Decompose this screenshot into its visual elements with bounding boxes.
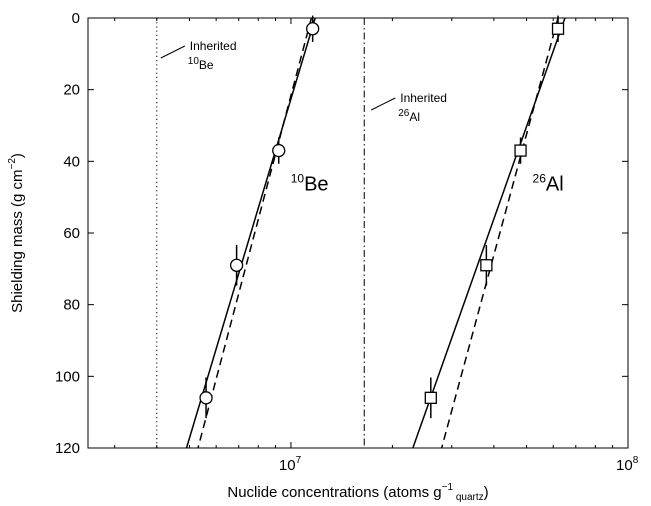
y-tick-label: 100	[55, 368, 80, 385]
al-data-point	[480, 244, 493, 286]
plot-frame	[87, 17, 629, 449]
inherited-be-leader	[160, 45, 186, 59]
be-data-point	[229, 244, 244, 286]
be-data-point	[306, 15, 320, 42]
inherited-be-nuclide: 10Be	[188, 56, 214, 72]
inherited-al-label: Inherited	[400, 91, 447, 105]
be-data-point	[199, 377, 213, 419]
al-data-point	[424, 377, 437, 419]
fit-lines	[185, 17, 566, 449]
y-tick-label: 0	[72, 10, 80, 27]
be-circle-marker	[229, 258, 244, 272]
inherited-lines: Inherited 10Be Inherited 26Al	[156, 18, 447, 448]
x-tick-label: 108	[616, 455, 639, 474]
al-data-point	[551, 15, 565, 42]
be-circle-marker	[272, 143, 286, 158]
plot-area	[87, 17, 629, 449]
x-axis-label: Nuclide concentrations (atoms g−1 quartz…	[227, 482, 488, 503]
al-fit-dashed	[440, 17, 559, 449]
be-fit-solid	[185, 17, 316, 449]
al-fit-solid	[412, 17, 566, 449]
be-data-point	[272, 137, 286, 164]
data-points	[199, 15, 565, 419]
x-axis-ticks: 107 108	[114, 18, 639, 474]
y-tick-label: 40	[63, 153, 80, 170]
y-axis-ticks: 0 20 40 60 80 100 120	[55, 10, 628, 457]
inherited-be-label: Inherited	[190, 39, 237, 53]
y-tick-label: 20	[63, 82, 80, 99]
y-axis-label: Shielding mass (g cm−2)	[7, 153, 26, 313]
inherited-al-nuclide: 26Al	[398, 108, 420, 124]
al-square-marker	[424, 391, 437, 404]
y-tick-label: 60	[63, 225, 80, 242]
be-circle-marker	[306, 22, 320, 36]
y-tick-label: 120	[55, 440, 80, 457]
series-labels: 10Be 26Al	[291, 172, 564, 196]
al-series-label: 26Al	[533, 172, 564, 196]
al-square-marker	[514, 144, 527, 157]
inherited-al-leader	[371, 97, 396, 111]
al-square-marker	[551, 22, 565, 35]
x-tick-label: 107	[279, 455, 302, 474]
al-data-point	[514, 137, 527, 164]
be-series-label: 10Be	[291, 172, 329, 196]
be-circle-marker	[199, 391, 213, 405]
al-square-marker	[480, 259, 493, 272]
be-fit-dashed	[197, 17, 313, 449]
y-tick-label: 80	[63, 297, 80, 314]
